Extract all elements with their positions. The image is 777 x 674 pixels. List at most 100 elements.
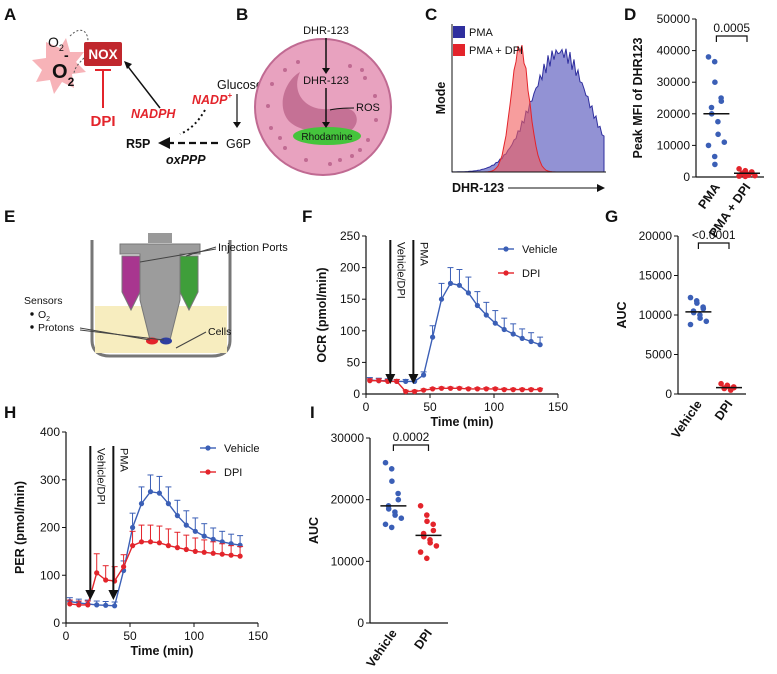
panel-f-injection-arrowhead (385, 374, 396, 384)
panel-f-injection-arrowhead (408, 374, 419, 384)
panel-f-point-dpi (528, 387, 534, 393)
panel-f-legend-label-dpi: DPI (522, 268, 540, 280)
panel-g-auc-scatter-chart: 0 5000 10000 15000 20000 AUC Vehicle DPI <0.0001 (615, 228, 746, 441)
well-outline (90, 240, 232, 358)
panel-f-point-vehicle (492, 320, 498, 326)
panel-i-point-dpi (430, 527, 437, 534)
panel-f-point-vehicle (519, 335, 525, 341)
panel-h-x-tick-label: 50 (123, 629, 137, 643)
panel-d-y-axis-title: Peak MFI of DHR123 (631, 38, 645, 159)
panel-h-point-vehicle (165, 501, 171, 507)
cell-nucleus (282, 72, 357, 135)
panel-f-point-dpi (456, 385, 462, 391)
panel-g-point-vehicle (687, 294, 694, 301)
panel-g-point-dpi (727, 387, 734, 393)
panel-f-point-vehicle (483, 312, 489, 318)
panel-d-point-pma-dpi (752, 172, 758, 179)
panel-f-y-tick-label: 200 (340, 261, 360, 275)
panel-h-series-line-vehicle (69, 490, 241, 607)
oxppp-arrowhead (158, 137, 170, 149)
panel-h-y-tick-label: 0 (53, 616, 60, 630)
panel-h-point-vehicle (201, 533, 207, 539)
injection-port-left (121, 255, 141, 312)
panel-g-point-vehicle (687, 321, 694, 328)
injection-pointer-2 (139, 248, 217, 263)
panel-g-point-vehicle (703, 318, 710, 325)
panel-i-y-tick-label: 30000 (331, 431, 365, 445)
panel-i-point-vehicle (388, 524, 395, 531)
panel-f-y-tick-label: 100 (340, 324, 360, 338)
panel-h-point-dpi (183, 546, 189, 553)
panel-i-y-tick-label: 20000 (331, 493, 365, 507)
legend-label-pma-dpi: PMA + DPI (469, 45, 523, 57)
panel-g-y-tick-label: 10000 (639, 308, 673, 322)
panel-d-point-pma (705, 142, 712, 149)
panel-i-point-vehicle (385, 506, 392, 512)
panel-h-point-vehicle (219, 539, 225, 545)
panel-f-point-dpi (447, 385, 454, 391)
ros-label: ROS (356, 102, 380, 114)
panel-i-point-dpi (430, 521, 437, 528)
panel-h-x-tick-label: 100 (184, 629, 204, 643)
panel-d-point-pma-dpi (736, 173, 742, 179)
panel-g-y-tick-label: 20000 (639, 229, 673, 243)
panel-i-point-vehicle (395, 490, 401, 497)
panel-f-point-dpi (510, 387, 516, 393)
panel-f-ocr-line-chart: 0 50 100 150 200 250 0 50 100 150 OCR (pmol/min) Ti… (315, 229, 568, 429)
panel-i-auc-scatter-chart: 0 10000 20000 30000 AUC Vehicle DPI 0.0002 (307, 430, 448, 670)
panel-g-point-vehicle (700, 305, 707, 312)
panel-f-point-vehicle (537, 342, 543, 348)
panel-d-y-tick-label: 10000 (657, 138, 691, 152)
panel-f-point-vehicle (403, 378, 409, 384)
panel-f-point-dpi (403, 388, 409, 395)
nadph-arrow (125, 63, 161, 109)
panel-i-x-tick-label: DPI (412, 627, 435, 652)
cell-granules (266, 60, 378, 166)
panel-g-point-vehicle (697, 315, 703, 322)
panel-h-y-tick-label: 400 (40, 425, 60, 439)
dhr-inside-label: DHR-123 (303, 75, 349, 87)
panel-h-point-dpi (237, 553, 243, 559)
panel-h-point-dpi (156, 540, 162, 546)
dhr-outside-label: DHR-123 (303, 25, 349, 37)
sensors-protons-label: Protons (38, 322, 74, 334)
panel-h-point-dpi (165, 543, 171, 549)
panel-f-point-vehicle (430, 334, 436, 340)
panel-f-y-axis-title: OCR (pmol/min) (315, 267, 329, 362)
superoxide-charge: - (64, 47, 69, 63)
panel-f-annotation-pma: PMA (417, 242, 429, 267)
panel-g-p-value: <0.0001 (692, 228, 736, 242)
panel-h-point-dpi (94, 570, 100, 576)
panel-a-diagram: O2 - O2 NOX DPI NADPH NADP+ Glucose G6P … (32, 29, 263, 167)
panel-d-scatter-chart: 0 10000 20000 30000 40000 50000 Peak MFI of DH… (631, 12, 764, 240)
g6p-label: G6P (226, 137, 251, 151)
rhodamine-label: Rhodamine (301, 132, 353, 143)
panel-d-point-pma (708, 104, 715, 111)
histogram-y-label: Mode (434, 82, 448, 115)
panel-d-y-tick-label: 50000 (657, 12, 691, 26)
panel-h-point-vehicle (183, 522, 189, 528)
panel-i-y-tick-label: 10000 (331, 554, 365, 568)
panel-letter-b: B (236, 5, 248, 24)
panel-f-x-tick-label: 0 (363, 400, 370, 414)
panel-f-point-vehicle (528, 338, 534, 345)
panel-d-point-pma (721, 139, 728, 145)
panel-g-point-vehicle (694, 300, 700, 306)
panel-h-point-dpi (76, 602, 82, 608)
panel-letter-e: E (4, 207, 15, 226)
panel-h-point-dpi (192, 548, 198, 555)
panel-d-point-pma (715, 131, 721, 138)
panel-h-point-dpi (85, 602, 91, 608)
panel-letters: A B C D E F G H I (4, 5, 636, 422)
panel-i-point-dpi (424, 518, 430, 525)
panel-g-y-axis-title: AUC (615, 301, 629, 328)
panel-h-point-vehicle (147, 489, 154, 495)
panel-d-x-tick-label: PMA (695, 181, 722, 212)
panel-d-significance-bracket (715, 35, 748, 42)
panel-d-y-tick-label: 30000 (657, 75, 691, 89)
probe-cap (148, 233, 172, 243)
panel-d-point-pma (711, 58, 718, 65)
panel-g-point-vehicle (690, 309, 697, 316)
panel-f-point-dpi (438, 385, 445, 391)
panel-f-point-dpi (501, 387, 507, 393)
